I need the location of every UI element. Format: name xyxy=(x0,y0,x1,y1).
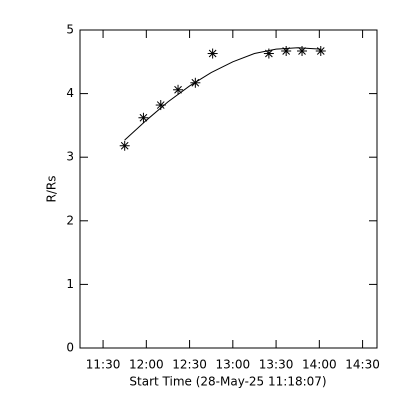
x-tick-label: 11:30 xyxy=(86,358,121,372)
y-axis-label: R/Rs xyxy=(45,176,59,203)
asterisk-stroke xyxy=(208,49,217,58)
point xyxy=(315,45,326,56)
fit-line xyxy=(124,47,321,141)
point xyxy=(207,48,218,59)
point xyxy=(190,77,201,88)
point xyxy=(281,45,292,56)
y-tick-label: 2 xyxy=(66,213,74,227)
point xyxy=(263,48,274,59)
asterisk-stroke xyxy=(298,47,306,55)
asterisk-stroke xyxy=(174,85,182,94)
asterisk-stroke xyxy=(139,113,148,122)
y-tick-label: 3 xyxy=(66,150,74,164)
x-tick-label: 13:30 xyxy=(259,358,294,372)
x-tick-label: 12:00 xyxy=(129,358,164,372)
asterisk-stroke xyxy=(120,141,129,150)
x-tick-label: 13:00 xyxy=(216,358,251,372)
point xyxy=(119,140,130,151)
asterisk-stroke xyxy=(316,47,325,55)
point xyxy=(297,45,308,56)
asterisk-stroke xyxy=(265,49,273,58)
point xyxy=(138,112,149,123)
y-tick-label: 5 xyxy=(66,23,74,37)
plot-frame xyxy=(79,29,378,349)
x-tick-label: 14:00 xyxy=(302,358,337,372)
asterisk-stroke xyxy=(191,78,200,87)
x-axis-label: Start Time (28-May-25 11:18:07) xyxy=(129,375,326,389)
y-tick-label: 4 xyxy=(66,86,74,100)
x-tick-label: 14:30 xyxy=(345,358,380,372)
point xyxy=(155,100,166,111)
asterisk-stroke xyxy=(282,47,291,55)
x-tick-label: 12:30 xyxy=(172,358,207,372)
point xyxy=(173,84,184,95)
y-tick-label: 1 xyxy=(66,277,74,291)
y-tick-label: 0 xyxy=(66,341,74,355)
asterisk-stroke xyxy=(156,101,165,109)
